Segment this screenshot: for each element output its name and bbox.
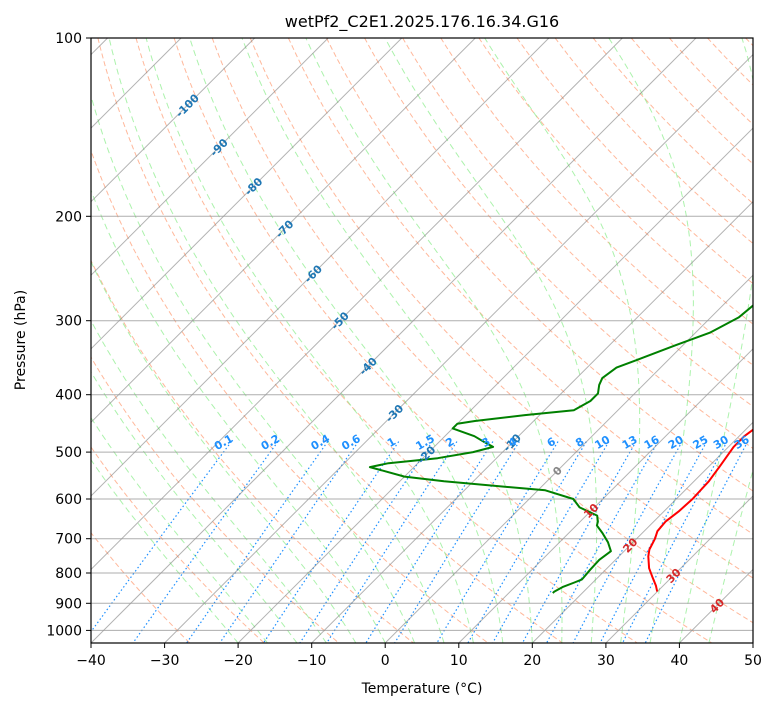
y-tick-label: 800 bbox=[55, 566, 82, 582]
plot-frame bbox=[90, 37, 754, 644]
mixing-ratio-line bbox=[467, 441, 587, 643]
dry-adiabat bbox=[402, 38, 753, 408]
y-tick-label: 300 bbox=[55, 314, 82, 330]
moist-adiabat bbox=[484, 38, 641, 643]
x-tick-label: −30 bbox=[150, 653, 180, 669]
dry-adiabat bbox=[211, 38, 753, 624]
isotherm-line bbox=[91, 38, 623, 571]
dry-adiabat bbox=[249, 38, 753, 579]
isotherm-line bbox=[164, 53, 753, 643]
dry-adiabat bbox=[173, 38, 713, 643]
y-tick-label: 200 bbox=[55, 209, 82, 225]
isotherm-line bbox=[91, 38, 476, 424]
isotherm-line bbox=[531, 421, 753, 643]
moist-adiabat bbox=[145, 38, 474, 643]
mixing-ratio-line bbox=[546, 441, 659, 643]
moist-adiabat bbox=[91, 189, 386, 643]
moist-adiabat bbox=[91, 416, 268, 643]
y-tick-label: 500 bbox=[55, 445, 82, 461]
moist-adiabat bbox=[384, 38, 598, 643]
mixing-ratio-line bbox=[644, 441, 749, 643]
x-tick-label: 10 bbox=[450, 653, 468, 669]
y-tick-label: 400 bbox=[55, 388, 82, 404]
x-tick-label: −40 bbox=[76, 653, 106, 669]
mixing-ratio-line bbox=[186, 441, 329, 643]
moist-adiabat bbox=[91, 370, 298, 643]
dewpoint-profile-line bbox=[368, 304, 753, 594]
temperature-profile-line bbox=[647, 428, 753, 592]
isotherm-line bbox=[311, 200, 753, 643]
isotherm-line bbox=[91, 38, 697, 643]
dry-adiabat bbox=[91, 356, 340, 643]
moist-adiabat bbox=[91, 458, 239, 643]
dry-adiabat bbox=[135, 38, 638, 643]
dry-adiabat bbox=[91, 149, 489, 643]
y-tick-label: 900 bbox=[55, 596, 82, 612]
mixing-ratio-line bbox=[492, 441, 610, 643]
moist-adiabat bbox=[708, 468, 753, 643]
mixing-ratio-line bbox=[132, 441, 279, 643]
x-tick-label: −20 bbox=[223, 653, 253, 669]
dry-adiabat bbox=[97, 38, 563, 643]
y-tick-label: 700 bbox=[55, 532, 82, 548]
dry-adiabat bbox=[326, 38, 753, 492]
x-tick-label: 30 bbox=[597, 653, 615, 669]
y-tick-label: 100 bbox=[55, 31, 82, 47]
mixing-ratio-line bbox=[91, 441, 232, 633]
chart-title: wetPf2_C2E1.2025.176.16.34.G16 bbox=[285, 12, 559, 32]
mixing-ratio-line bbox=[219, 441, 359, 643]
mixing-ratio-line bbox=[299, 441, 433, 643]
isotherm-line bbox=[91, 38, 329, 276]
isotherm-line bbox=[91, 38, 550, 497]
dry-adiabat bbox=[287, 38, 753, 535]
moist-adiabat bbox=[91, 260, 357, 643]
moist-adiabat bbox=[678, 38, 753, 643]
y-axis-title: Pressure (hPa) bbox=[13, 290, 29, 390]
mixing-ratio-line bbox=[326, 441, 458, 643]
dry-adiabat bbox=[91, 446, 265, 643]
isotherm-line bbox=[458, 348, 753, 643]
isotherm-line bbox=[237, 127, 753, 643]
moist-adiabat bbox=[241, 38, 533, 643]
mixing-ratio-line bbox=[521, 441, 637, 643]
x-tick-label: 40 bbox=[670, 653, 688, 669]
moist-adiabat bbox=[608, 38, 694, 643]
moist-adiabat bbox=[91, 319, 327, 643]
moist-adiabat bbox=[108, 38, 445, 643]
moist-adiabat bbox=[305, 38, 563, 643]
x-axis-title: Temperature (°C) bbox=[361, 681, 483, 697]
dry-adiabat bbox=[516, 38, 753, 285]
y-tick-label: 600 bbox=[55, 492, 82, 508]
isotherm-line bbox=[605, 495, 753, 643]
isotherm-line bbox=[91, 38, 256, 203]
mixing-ratio-line bbox=[262, 441, 400, 643]
dry-adiabat bbox=[554, 38, 753, 245]
dry-adiabat bbox=[91, 259, 414, 643]
mixing-ratio-line bbox=[436, 441, 559, 643]
x-tick-label: −10 bbox=[297, 653, 327, 669]
x-tick-label: 20 bbox=[523, 653, 541, 669]
dry-adiabat bbox=[440, 38, 753, 366]
moist-adiabat bbox=[189, 38, 504, 643]
x-tick-label: 0 bbox=[381, 653, 390, 669]
y-tick-label: 1000 bbox=[46, 623, 82, 639]
x-tick-label: 50 bbox=[744, 653, 762, 669]
dry-adiabat bbox=[630, 38, 753, 165]
isotherm-line bbox=[91, 38, 403, 350]
